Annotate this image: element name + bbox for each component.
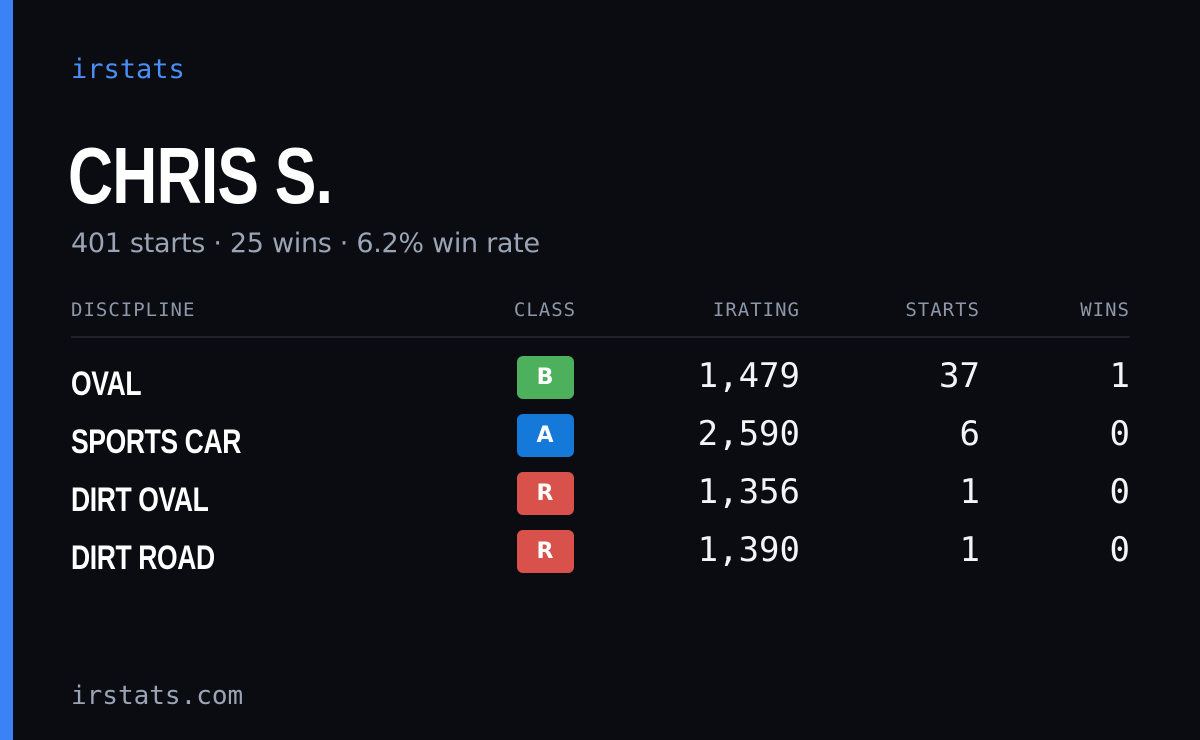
irating-value: 2,590 (697, 414, 800, 454)
class-cell: B (498, 355, 592, 399)
table-header: DISCIPLINE CLASS IRATING STARTS WINS (71, 296, 1130, 338)
starts-value: 1 (959, 530, 980, 570)
wins-value: 0 (1109, 472, 1130, 512)
header-irating: IRATING (712, 299, 800, 321)
discipline-name: OVAL (71, 365, 142, 403)
discipline-name: SPORTS CAR (71, 423, 241, 461)
class-cell: R (498, 529, 592, 573)
class-badge: A (516, 413, 574, 457)
table-row: OVAL B 1,479 37 1 (71, 353, 1130, 411)
class-badge: R (516, 529, 574, 573)
starts-value: 6 (959, 414, 980, 454)
table-row: SPORTS CAR A 2,590 6 0 (71, 411, 1130, 469)
wins-value: 1 (1109, 356, 1130, 396)
discipline-name: DIRT ROAD (71, 539, 215, 577)
player-name: CHRIS S. (68, 131, 333, 220)
irating-value: 1,479 (697, 356, 800, 396)
wins-value: 0 (1109, 530, 1130, 570)
accent-bar (0, 0, 13, 740)
player-summary: 401 starts · 25 wins · 6.2% win rate (71, 228, 540, 259)
header-wins: WINS (1080, 299, 1130, 321)
header-discipline: DISCIPLINE (71, 299, 196, 321)
irating-value: 1,390 (697, 530, 800, 570)
discipline-name: DIRT OVAL (71, 481, 209, 519)
class-cell: R (498, 471, 592, 515)
footer-url: irstats.com (71, 681, 244, 711)
table-body: OVAL B 1,479 37 1 SPORTS CAR A 2,590 6 0… (71, 338, 1130, 585)
brand-logo-text: irstats (71, 54, 185, 85)
stats-table: DISCIPLINE CLASS IRATING STARTS WINS OVA… (71, 296, 1130, 585)
starts-value: 1 (959, 472, 980, 512)
table-row: DIRT ROAD R 1,390 1 0 (71, 527, 1130, 585)
class-cell: A (498, 413, 592, 457)
header-class: CLASS (513, 299, 577, 321)
class-badge: R (516, 471, 574, 515)
irating-value: 1,356 (697, 472, 800, 512)
wins-value: 0 (1109, 414, 1130, 454)
class-badge: B (516, 355, 574, 399)
header-starts: STARTS (905, 299, 980, 321)
starts-value: 37 (939, 356, 980, 396)
table-row: DIRT OVAL R 1,356 1 0 (71, 469, 1130, 527)
